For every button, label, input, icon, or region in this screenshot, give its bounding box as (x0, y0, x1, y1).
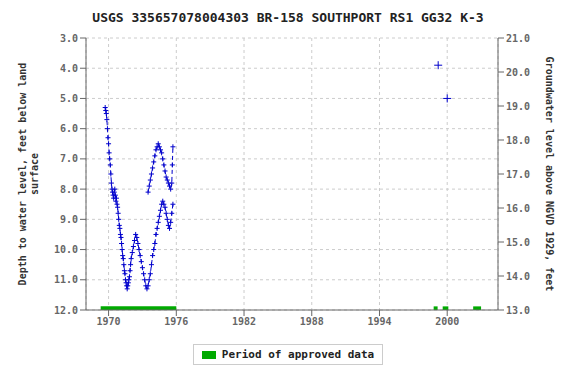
svg-text:10.0: 10.0 (54, 244, 78, 255)
svg-text:Depth to water level, feet bel: Depth to water level, feet below landsur… (17, 63, 40, 286)
svg-text:7.0: 7.0 (60, 153, 78, 164)
svg-text:1982: 1982 (232, 316, 256, 327)
svg-text:17.0: 17.0 (506, 169, 530, 180)
svg-text:Groundwater level above NGVD 1: Groundwater level above NGVD 1929, feet (545, 57, 556, 292)
svg-text:1994: 1994 (367, 316, 391, 327)
html-text:Period of approved data: Period of approved data (221, 348, 375, 361)
svg-text:16.0: 16.0 (506, 203, 530, 214)
svg-text:20.0: 20.0 (506, 67, 530, 78)
svg-text:9.0: 9.0 (60, 214, 78, 225)
svg-text:21.0: 21.0 (506, 33, 530, 44)
svg-text:11.0: 11.0 (54, 274, 78, 285)
svg-text:12.0: 12.0 (54, 305, 78, 316)
svg-text:14.0: 14.0 (506, 271, 530, 282)
svg-text:15.0: 15.0 (506, 237, 530, 248)
svg-text:5.0: 5.0 (60, 93, 78, 104)
svg-text:2000: 2000 (435, 316, 459, 327)
svg-text:4.0: 4.0 (60, 63, 78, 74)
svg-text:1976: 1976 (164, 316, 188, 327)
svg-text:3.0: 3.0 (60, 33, 78, 44)
html-text:USGS 335657078004303 BR-158 SO: USGS 335657078004303 BR-158 SOUTHPORT RS… (92, 10, 484, 25)
svg-text:1988: 1988 (300, 316, 324, 327)
svg-text:6.0: 6.0 (60, 123, 78, 134)
svg-text:8.0: 8.0 (60, 184, 78, 195)
svg-text:1970: 1970 (97, 316, 121, 327)
svg-text:19.0: 19.0 (506, 101, 530, 112)
svg-text:18.0: 18.0 (506, 135, 530, 146)
svg-text:13.0: 13.0 (506, 305, 530, 316)
